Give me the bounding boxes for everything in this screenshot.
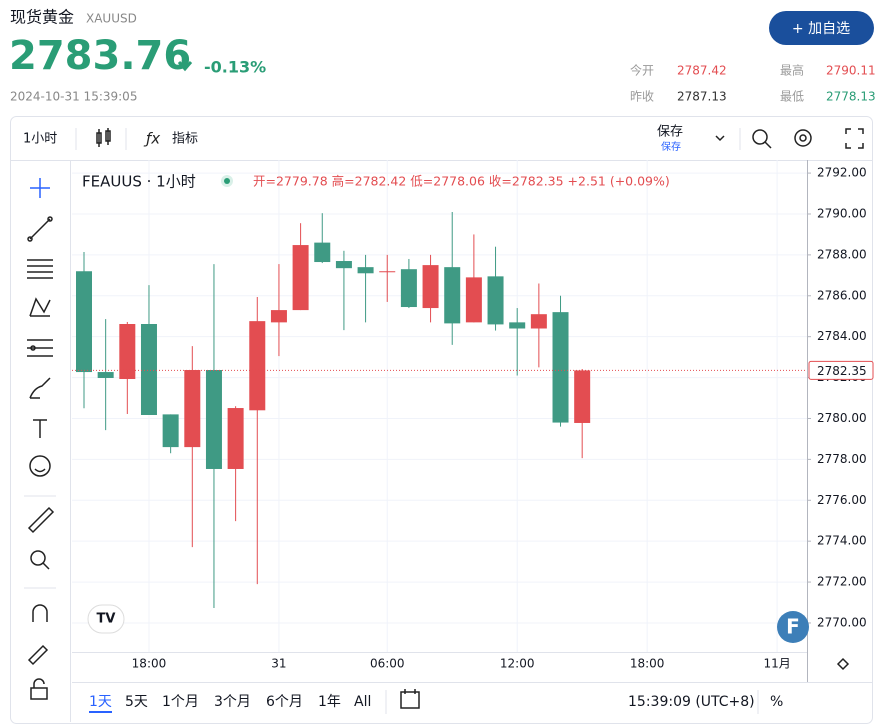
range-button[interactable]: 1个月 [162, 694, 199, 710]
x-tick-label: 18:00 [630, 657, 665, 671]
candle-body [400, 269, 417, 308]
instrument-symbol: XAUUSD [86, 12, 137, 26]
y-tick-label: 2770.00 [817, 615, 867, 629]
y-tick-label: 2776.00 [817, 493, 867, 507]
range-button[interactable]: 3个月 [214, 694, 251, 710]
y-tick-label: 2786.00 [817, 288, 867, 302]
range-button[interactable]: 1天 [89, 694, 112, 710]
watchlist-button-label[interactable]: + 加自选 [792, 21, 850, 37]
candle-body [205, 370, 222, 469]
y-tick-label: 2790.00 [817, 206, 867, 220]
candle-body [530, 314, 547, 329]
candle-body [444, 267, 461, 324]
datetime: 2024-10-31 15:39:05 [10, 90, 137, 104]
candle-body [97, 372, 114, 378]
tv-logo [87, 604, 125, 634]
price-change: -0.13% [204, 58, 266, 77]
candle-body [574, 370, 591, 423]
candle-body [487, 276, 504, 325]
alert-icon[interactable] [752, 129, 772, 149]
x-tick-label: 06:00 [370, 657, 405, 671]
candle-type-icon[interactable] [96, 128, 111, 147]
candle-body [357, 267, 374, 274]
y-tick-label: 2788.00 [817, 247, 867, 261]
x-tick-label: 18:00 [132, 657, 167, 671]
fullscreen-icon[interactable] [845, 128, 864, 149]
candle-body [509, 322, 526, 329]
price-label: 2782.35 [817, 364, 867, 378]
price-label-box [808, 360, 874, 380]
candle-body [162, 414, 179, 448]
stat-value: 2778.13 [826, 90, 876, 104]
clock: 15:39:09 (UTC+8) [628, 694, 755, 710]
range-button[interactable]: 5天 [125, 694, 148, 710]
down-arrow [177, 56, 193, 72]
fx-icon[interactable]: ƒx [143, 130, 160, 148]
stat-label: 今开 [630, 63, 654, 78]
range-button[interactable]: All [354, 694, 371, 710]
chart-symbol: FEAUUS · 1小时 [82, 173, 196, 191]
candle-body [465, 277, 482, 323]
range-button[interactable]: 6个月 [266, 694, 303, 710]
candle-body [379, 271, 396, 273]
candle-body [335, 261, 352, 269]
y-tick-label: 2778.00 [817, 452, 867, 466]
y-tick-label: 2774.00 [817, 534, 867, 548]
interval-button[interactable]: 1小时 [23, 132, 57, 147]
range-button[interactable]: 1年 [318, 694, 341, 710]
x-tick-label: 12:00 [500, 657, 535, 671]
x-tick-label: 11月 [763, 657, 790, 671]
indicators-button[interactable]: 指标 [172, 132, 198, 147]
status-dot [224, 178, 230, 184]
candle-body [422, 265, 439, 309]
tv-logo: TV [97, 612, 116, 627]
candle-body [314, 242, 331, 263]
stat-label: 最高 [780, 63, 804, 78]
stat-value: 2787.13 [677, 90, 727, 104]
f-logo [777, 611, 809, 643]
axis-settings-icon[interactable] [836, 657, 850, 671]
f-logo: F [786, 615, 800, 639]
plot-area: 2770.00 2772.00 2774.00 2776.00 2778.00 2780.… [72, 160, 874, 682]
instrument-name: 现货黄金 [10, 8, 74, 27]
y-tick-label: 2792.00 [817, 166, 867, 180]
y-tick-label: 2780.00 [817, 411, 867, 425]
drawing-tools[interactable] [27, 178, 55, 700]
stat-value: 2787.42 [677, 64, 727, 78]
candle-body [140, 324, 157, 415]
percent-toggle[interactable]: % [770, 694, 783, 710]
save-status: 保存 [661, 140, 681, 153]
candle-body [270, 310, 287, 323]
candle-body [76, 271, 92, 373]
candle-body [249, 321, 266, 411]
date-range-icon[interactable] [400, 689, 420, 709]
candle-body [227, 408, 244, 469]
save-button[interactable]: 保存 [657, 125, 683, 140]
price: 2783.76 [9, 33, 191, 79]
candle-body [184, 370, 201, 448]
stat-label: 昨收 [630, 90, 654, 104]
x-tick-label: 31 [271, 657, 286, 671]
candle-body [119, 324, 136, 380]
y-tick-label: 2772.00 [817, 575, 867, 589]
settings-icon[interactable] [794, 129, 812, 147]
save-menu-icon[interactable] [715, 135, 725, 142]
chart-panel [10, 116, 873, 724]
candle-body [552, 312, 569, 423]
stat-value: 2790.11 [826, 64, 876, 78]
stat-label: 最低 [780, 90, 804, 104]
y-tick-label: 2784.00 [817, 329, 867, 343]
candle-body [292, 245, 309, 311]
ohlc-legend: 开=2779.78 高=2782.42 低=2778.06 收=2782.35 … [253, 174, 670, 189]
watchlist-button[interactable] [769, 11, 874, 45]
